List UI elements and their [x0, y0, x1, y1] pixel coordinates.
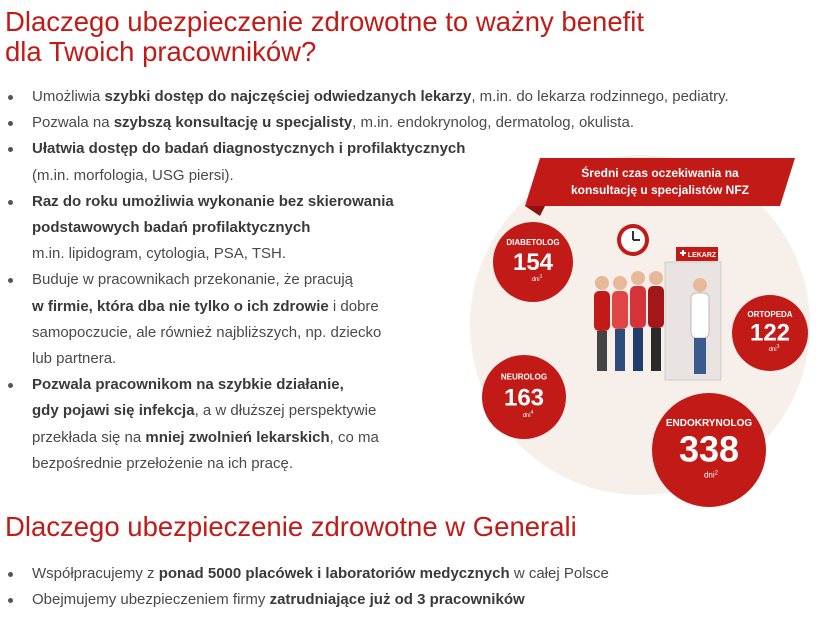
- bold-text: w firmie, która dba nie tylko o ich zdro…: [32, 297, 329, 315]
- specialist-name: ORTOPEDA: [747, 310, 792, 319]
- bold-text: Ułatwia dostęp do badań diagnostycznych …: [32, 140, 466, 158]
- bullet-list: Współpracujemy z ponad 5000 placówek i l…: [6, 561, 609, 613]
- bullet-item: Raz do roku umożliwia wykonanie bez skie…: [6, 189, 729, 268]
- heading: Dlaczego ubezpieczenie zdrowotne w Gener…: [5, 511, 577, 542]
- banner-line: Średni czas oczekiwania na: [581, 165, 739, 180]
- badge-circle: [652, 393, 766, 507]
- text: i dobre: [328, 297, 379, 315]
- bullet-item: Obejmujemy ubezpieczeniem firmy zatrudni…: [6, 587, 609, 613]
- banner-fold: [525, 206, 545, 216]
- bullet-line: podstawowych badań profilaktycznych: [32, 215, 729, 241]
- text: w całej Polsce: [509, 565, 609, 582]
- heading: Dlaczego ubezpieczenie zdrowotne to ważn…: [5, 7, 644, 67]
- text: Pozwala na: [32, 114, 114, 132]
- days-unit: dni1: [532, 274, 543, 283]
- bold-text: ponad 5000 placówek i laboratoriów medyc…: [158, 565, 510, 582]
- text: , co ma: [329, 428, 379, 446]
- bullet-line: Pozwala pracownikom na szybkie działanie…: [32, 372, 729, 398]
- badge-circle: [482, 355, 566, 439]
- sign-label: LEKARZ: [688, 252, 717, 259]
- banner-line: konsultację u specjalistów NFZ: [571, 183, 749, 197]
- bullet-line: Obejmujemy ubezpieczeniem firmy zatrudni…: [32, 587, 609, 613]
- banner: [525, 158, 795, 206]
- text: , m.in. endokrynolog, dermatolog, okulis…: [352, 114, 634, 132]
- text: , a w dłuższej perspektywie: [194, 402, 377, 420]
- days-unit: dni4: [523, 410, 534, 419]
- days-value: 163: [504, 384, 544, 411]
- bullet-line: Buduje w pracownikach przekonanie, że pr…: [32, 267, 729, 293]
- specialist-name: DIABETOLOG: [506, 238, 559, 247]
- bold-text: Pozwala pracownikom na szybkie działanie…: [32, 376, 344, 394]
- bullet-item: Współpracujemy z ponad 5000 placówek i l…: [6, 561, 609, 587]
- text: m.in. lipidogram, cytologia, PSA, TSH.: [32, 245, 286, 263]
- bullet-line: Ułatwia dostęp do badań diagnostycznych …: [32, 136, 729, 162]
- bullet-line: bezpośrednie przełożenie na ich pracę.: [32, 451, 729, 477]
- bold-text: podstawowych badań profilaktycznych: [32, 219, 311, 237]
- text: (m.in. morfologia, USG piersi).: [32, 166, 234, 184]
- text: samopoczucie, ale również najbliższych, …: [32, 323, 382, 341]
- text: , m.in. do lekarza rodzinnego, pediatry.: [471, 88, 729, 105]
- bold-text: szybki dostęp do najczęściej odwiedzanyc…: [104, 88, 472, 105]
- people: [594, 271, 710, 374]
- bullet-line: lub partnera.: [32, 346, 729, 372]
- bold-text: mniej zwolnień lekarskich: [145, 428, 330, 446]
- text: Obejmujemy ubezpieczeniem firmy: [32, 591, 270, 609]
- text: lub partnera.: [32, 350, 117, 368]
- days-unit: dni2: [704, 470, 719, 479]
- days-value: 122: [750, 320, 790, 347]
- badge-circle: [732, 295, 808, 371]
- bullet-item: Pozwala pracownikom na szybkie działanie…: [6, 372, 729, 477]
- text: Buduje w pracownikach przekonanie, że pr…: [32, 271, 354, 289]
- days-unit: dni3: [769, 344, 780, 353]
- footnote: 4: [531, 410, 534, 416]
- text: przekłada się na: [32, 428, 146, 446]
- bullet-item: Ułatwia dostęp do badań diagnostycznych …: [6, 136, 729, 188]
- bullet-line: Pozwala na szybszą konsultację u specjal…: [32, 110, 729, 136]
- bullet-item: Umożliwia szybki dostęp do najczęściej o…: [6, 84, 729, 110]
- bullet-line: Raz do roku umożliwia wykonanie bez skie…: [32, 189, 729, 215]
- bold-text: gdy pojawi się infekcja: [32, 402, 195, 420]
- bullet-line: gdy pojawi się infekcja, a w dłuższej pe…: [32, 398, 729, 424]
- clock: [617, 224, 649, 256]
- bullet-line: Współpracujemy z ponad 5000 placówek i l…: [32, 561, 609, 587]
- bullet-item: Buduje w pracownikach przekonanie, że pr…: [6, 267, 729, 372]
- footnote: 1: [540, 274, 543, 280]
- bullet-line: Umożliwia szybki dostęp do najczęściej o…: [32, 84, 729, 110]
- bold-text: Raz do roku umożliwia wykonanie bez skie…: [32, 192, 394, 210]
- footnote: 2: [715, 470, 719, 476]
- days-value: 154: [513, 249, 554, 276]
- bullet-line: (m.in. morfologia, USG piersi).: [32, 163, 729, 189]
- days-value: 338: [679, 428, 739, 469]
- unit: dni: [532, 277, 540, 283]
- specialist-name: NEUROLOG: [501, 372, 547, 381]
- unit: dni: [704, 470, 715, 479]
- heading-line: Dlaczego ubezpieczenie zdrowotne to ważn…: [5, 6, 644, 37]
- bullet-line: w firmie, która dba nie tylko o ich zdro…: [32, 294, 729, 320]
- bullet-list: Umożliwia szybki dostęp do najczęściej o…: [6, 84, 729, 477]
- bold-text: zatrudniające już od 3 pracowników: [269, 591, 525, 609]
- bold-text: szybszą konsultację u specjalisty: [113, 114, 353, 132]
- specialist-name: ENDOKRYNOLOG: [666, 418, 753, 429]
- bullet-line: samopoczucie, ale również najbliższych, …: [32, 320, 729, 346]
- heading-line: dla Twoich pracowników?: [5, 36, 317, 67]
- text: Współpracujemy z: [32, 565, 159, 582]
- bullet-item: Pozwala na szybszą konsultację u specjal…: [6, 110, 729, 136]
- bullet-line: przekłada się na mniej zwolnień lekarski…: [32, 425, 729, 451]
- badge-circle: [493, 222, 573, 302]
- bullet-line: m.in. lipidogram, cytologia, PSA, TSH.: [32, 241, 729, 267]
- text: Umożliwia: [32, 88, 105, 105]
- footnote: 3: [777, 344, 780, 350]
- unit: dni: [769, 347, 777, 353]
- unit: dni: [523, 413, 531, 419]
- text: bezpośrednie przełożenie na ich pracę.: [32, 454, 293, 472]
